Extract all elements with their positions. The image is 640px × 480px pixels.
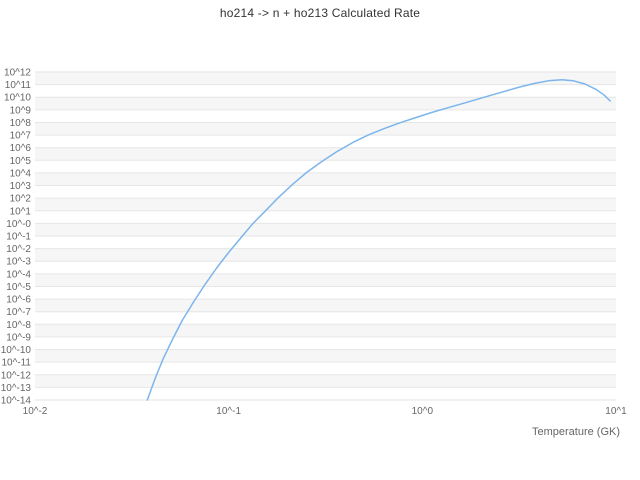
plot-band [35, 198, 616, 211]
plot-band [35, 147, 616, 161]
y-tick-label: 10^-12 [1, 370, 32, 381]
x-tick-label: 10^-1 [216, 406, 241, 417]
y-tick-label: 10^-7 [6, 307, 31, 318]
x-axis-title: Temperature (GK) [531, 426, 620, 438]
y-tick-label: 10^-10 [1, 345, 32, 356]
x-tick-label: 10^-2 [23, 406, 48, 417]
chart-title: ho214 -> n + ho213 Calculated Rate [219, 6, 421, 20]
y-tick-label: 10^-8 [6, 320, 31, 331]
rate-series-line [146, 79, 611, 401]
plot-band [35, 324, 616, 337]
y-tick-label: 10^-13 [1, 383, 32, 394]
x-tick-label: 10^0 [412, 406, 434, 417]
y-tick-label: 10^1 [10, 206, 32, 217]
x-tick-label: 10^1 [605, 406, 627, 417]
y-tick-label: 10^4 [10, 168, 32, 179]
plot-band [35, 172, 616, 186]
y-tick-label: 10^-6 [6, 295, 31, 306]
plot-band [35, 72, 616, 85]
y-tick-label: 10^-2 [6, 244, 31, 255]
plot-band [35, 223, 616, 236]
y-tick-label: 10^-5 [6, 282, 31, 293]
plot-band [35, 299, 616, 312]
y-tick-label: 10^-11 [1, 358, 31, 369]
y-tick-label: 10^-3 [6, 257, 31, 268]
y-tick-label: 10^12 [4, 68, 31, 79]
y-tick-label: 10^-14 [1, 396, 32, 407]
y-tick-label: 10^-9 [6, 332, 31, 343]
y-tick-label: 10^6 [10, 143, 32, 154]
y-tick-label: 10^-4 [6, 269, 31, 280]
plot-band [35, 248, 616, 262]
y-tick-label: 10^8 [10, 118, 32, 129]
y-tick-label: 10^10 [4, 93, 31, 104]
y-tick-label: 10^-1 [6, 232, 31, 243]
plot-band [35, 349, 616, 363]
y-tick-label: 10^5 [10, 156, 32, 167]
y-tick-label: 10^9 [10, 105, 32, 116]
y-tick-label: 10^11 [5, 80, 32, 91]
y-tick-label: 10^3 [10, 181, 32, 192]
plot-band [35, 122, 616, 136]
y-tick-label: 10^7 [10, 131, 32, 142]
y-tick-label: 10^2 [10, 194, 32, 205]
plot-band [35, 97, 616, 110]
plot-band [35, 273, 616, 287]
y-tick-label: 10^-0 [6, 219, 31, 230]
plot-band [35, 374, 616, 388]
